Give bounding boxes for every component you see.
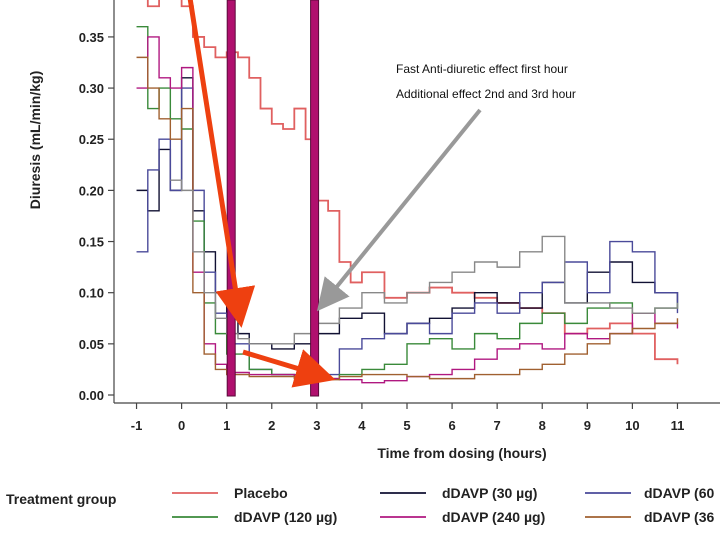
vertical-marker-1: [310, 0, 320, 397]
x-tick-label: 11: [671, 418, 685, 433]
x-tick-label: 10: [625, 418, 639, 433]
x-tick-label: 0: [178, 418, 185, 433]
y-tick-label: 0.35: [79, 30, 104, 45]
legend-label: dDAVP (120 µg): [234, 509, 337, 525]
x-tick-label: 8: [539, 418, 546, 433]
x-tick-label: -1: [131, 418, 143, 433]
y-tick-label: 0.10: [79, 286, 104, 301]
arrow-additional-effect: [242, 349, 336, 388]
y-tick-label: 0.30: [79, 81, 104, 96]
legend: Treatment group Placebo dDAVP (30 µg) dDAV…: [6, 485, 714, 525]
x-tick-label: 1: [223, 418, 230, 433]
annotation-fast: Fast Anti-diuretic effect first hour: [396, 62, 568, 76]
y-tick-label: 0.20: [79, 183, 104, 198]
y-tick-label: 0.25: [79, 132, 104, 147]
series-line-6: [170, 179, 679, 345]
arrow-annotation-pointer: [316, 108, 482, 312]
legend-label: dDAVP (30 µg): [442, 485, 537, 501]
x-tick-label: 4: [358, 418, 366, 433]
legend-title: Treatment group: [6, 491, 116, 507]
x-axis-label: Time from dosing (hours): [377, 445, 546, 461]
legend-label: dDAVP (60: [644, 485, 714, 501]
series-layer: [136, 0, 679, 384]
x-tick-label: 9: [584, 418, 591, 433]
axes-layer: 0.00 0.05 0.10 0.15 0.20 0.25 0.30 0.35 -1 0 1 2 3 4 5…: [79, 0, 720, 433]
marker-layer: [226, 0, 320, 397]
arrow-fast-effect: [187, 0, 256, 328]
legend-label: dDAVP (36: [644, 509, 714, 525]
annotation-additional: Additional effect 2nd and 3rd hour: [396, 87, 576, 101]
series-line-2: [136, 87, 679, 376]
x-tick-label: 6: [448, 418, 455, 433]
y-axis-label: Diuresis (mL/min/kg): [27, 71, 43, 209]
x-tick-label: 5: [403, 418, 410, 433]
series-line-5: [136, 56, 679, 381]
series-line-4: [136, 36, 679, 384]
legend-label: dDAVP (240 µg): [442, 509, 545, 525]
y-tick-label: 0.05: [79, 337, 104, 352]
x-tick-label: 3: [313, 418, 320, 433]
x-tick-label: 2: [268, 418, 275, 433]
y-tick-label: 0.00: [79, 388, 104, 403]
legend-label: Placebo: [234, 485, 288, 501]
arrow-layer: [187, 0, 482, 388]
y-tick-label: 0.15: [79, 235, 104, 250]
vertical-marker-0: [226, 0, 236, 397]
x-tick-label: 7: [494, 418, 501, 433]
